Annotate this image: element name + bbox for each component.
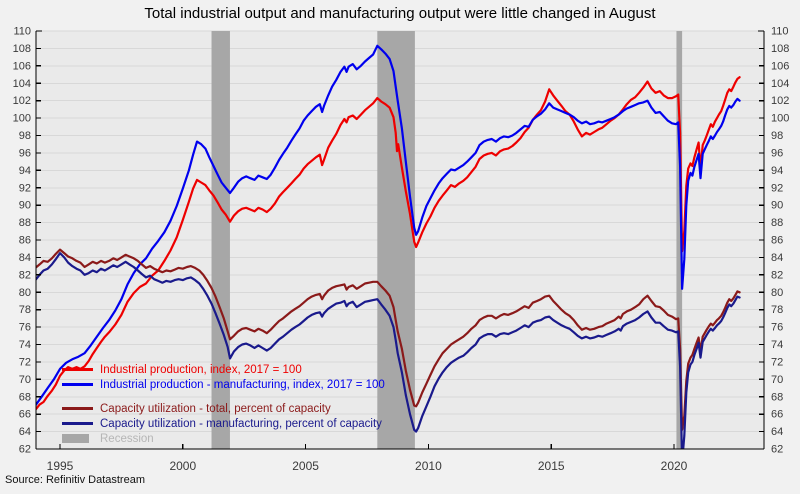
y-tick-label-right: 80 [771,287,783,299]
y-tick-label-left: 102 [13,95,31,107]
legend-item-capacity-utilization-total: Capacity utilization - total, percent of… [62,401,385,416]
y-tick-label-left: 90 [19,200,31,212]
y-tick-label-left: 110 [13,26,31,38]
y-tick-label-right: 66 [771,409,783,421]
x-tick-label: 1995 [47,459,74,473]
y-tick-label-right: 102 [771,95,789,107]
blue-line-swatch-icon [62,383,93,386]
y-tick-label-right: 90 [771,200,783,212]
y-tick-label-left: 74 [19,339,31,351]
x-tick-label: 2005 [292,459,319,473]
dark-blue-line-swatch-icon [62,422,93,425]
y-tick-label-left: 106 [13,60,31,72]
series-group [36,44,741,449]
red-line-swatch-icon [62,368,93,371]
y-tick-label-right: 84 [771,252,783,264]
y-tick-label-left: 80 [19,287,31,299]
y-tick-label-left: 82 [19,269,31,281]
legend-item-industrial-production: Industrial production, index, 2017 = 100 [62,362,385,377]
y-tick-label-right: 62 [771,444,783,456]
series-line-capacity-utilization-manufacturing-percent-of-ca [36,252,741,449]
y-tick-label-left: 92 [19,182,31,194]
y-tick-label-right: 86 [771,235,783,247]
recession-band-swatch-icon [62,434,89,443]
y-tick-label-right: 82 [771,269,783,281]
chart-title: Total industrial output and manufacturin… [144,5,656,22]
y-tick-label-left: 78 [19,304,31,316]
y-tick-label-right: 94 [771,165,783,177]
legend-item-capacity-utilization-manufacturing: Capacity utilization - manufacturing, pe… [62,416,385,431]
y-tick-label-left: 64 [19,426,31,438]
y-tick-label-left: 86 [19,235,31,247]
legend-label: Recession [100,432,154,445]
y-tick-label-right: 98 [771,130,783,142]
y-tick-label-right: 100 [771,113,789,125]
y-tick-label-left: 76 [19,322,31,334]
x-tick-label: 2015 [538,459,565,473]
y-tick-label-right: 72 [771,356,783,368]
y-tick-label-right: 78 [771,304,783,316]
legend-item-ip-manufacturing: Industrial production - manufacturing, i… [62,377,385,392]
y-tick-label-left: 108 [13,43,31,55]
y-tick-label-right: 76 [771,322,783,334]
source-note: Source: Refinitiv Datastream [5,474,145,486]
y-tick-label-right: 96 [771,147,783,159]
y-tick-label-left: 66 [19,409,31,421]
x-tick-label: 2010 [415,459,442,473]
legend-item-recession: Recession [62,431,385,446]
y-tick-label-right: 70 [771,374,783,386]
y-tick-label-left: 88 [19,217,31,229]
y-tick-label-left: 94 [19,165,31,177]
y-tick-label-left: 72 [19,356,31,368]
recession-band [676,31,683,449]
y-tick-label-right: 106 [771,60,789,72]
y-tick-label-left: 98 [19,130,31,142]
recession-band [211,31,230,449]
y-tick-label-right: 104 [771,78,789,90]
y-tick-label-right: 92 [771,182,783,194]
y-tick-label-left: 62 [19,444,31,456]
legend-label: Capacity utilization - manufacturing, pe… [100,417,382,430]
y-tick-label-right: 68 [771,391,783,403]
legend-label: Industrial production, index, 2017 = 100 [100,363,302,376]
y-tick-label-right: 64 [771,426,783,438]
y-tick-label-left: 84 [19,252,31,264]
legend-label: Industrial production - manufacturing, i… [100,378,385,391]
dark-red-line-swatch-icon [62,407,93,410]
series-line-industrial-production-manufacturing-index-2017-1 [36,44,741,407]
series-line-capacity-utilization-total-percent-of-capacity [36,248,741,431]
y-tick-label-right: 110 [771,26,789,38]
x-tick-label: 2020 [661,459,688,473]
series-line-industrial-production-index-2017-100 [36,76,741,411]
y-tick-label-left: 68 [19,391,31,403]
y-tick-label-left: 96 [19,147,31,159]
y-tick-label-left: 104 [13,78,31,90]
y-tick-label-right: 74 [771,339,783,351]
legend-label: Capacity utilization - total, percent of… [100,402,331,415]
legend: Industrial production, index, 2017 = 100… [62,362,385,446]
y-tick-label-right: 88 [771,217,783,229]
y-tick-label-left: 100 [13,113,31,125]
y-tick-label-left: 70 [19,374,31,386]
x-tick-label: 2000 [169,459,196,473]
y-tick-label-right: 108 [771,43,789,55]
